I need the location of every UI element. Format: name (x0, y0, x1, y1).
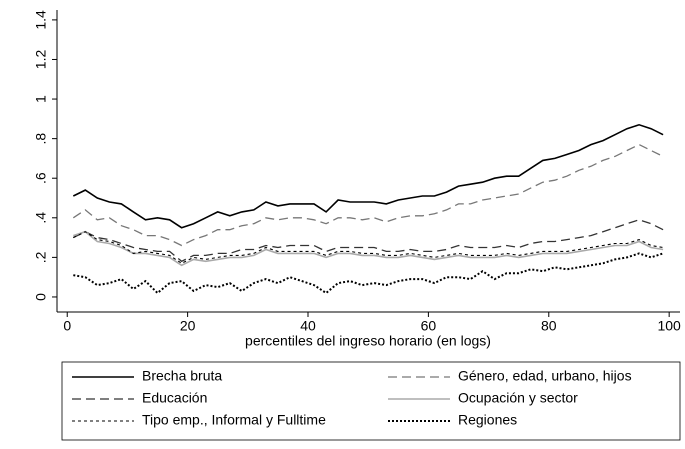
y-tick-label: .2 (33, 251, 49, 263)
legend-label: Tipo emp., Informal y Fulltime (142, 412, 326, 428)
y-tick-label: .4 (33, 212, 49, 224)
x-axis-label: percentiles del ingreso horario (en logs… (245, 333, 491, 349)
legend-label: Brecha bruta (142, 368, 222, 384)
x-tick-label: 20 (180, 318, 196, 334)
legend-label: Educación (142, 390, 207, 406)
x-tick-label: 0 (63, 318, 71, 334)
y-tick-label: 1.2 (33, 50, 49, 70)
x-tick-label: 100 (657, 318, 681, 334)
x-tick-label: 40 (300, 318, 316, 334)
y-tick-label: 1 (33, 95, 49, 103)
y-tick-label: .6 (33, 172, 49, 184)
y-tick-label: 0 (33, 293, 49, 301)
legend-label: Regiones (458, 412, 517, 428)
series-line (72, 123, 664, 229)
series-line (72, 143, 664, 247)
series-line (73, 219, 664, 263)
legend-box (61, 361, 681, 441)
x-tick-label: 80 (541, 318, 557, 334)
series-line (73, 252, 664, 295)
x-tick-label: 60 (421, 318, 437, 334)
series-line (73, 230, 664, 267)
y-tick-label: 1.4 (33, 10, 49, 30)
legend-label: Género, edad, urbano, hijos (458, 368, 632, 384)
y-tick-label: .8 (33, 133, 49, 145)
legend-label: Ocupación y sector (458, 390, 578, 406)
